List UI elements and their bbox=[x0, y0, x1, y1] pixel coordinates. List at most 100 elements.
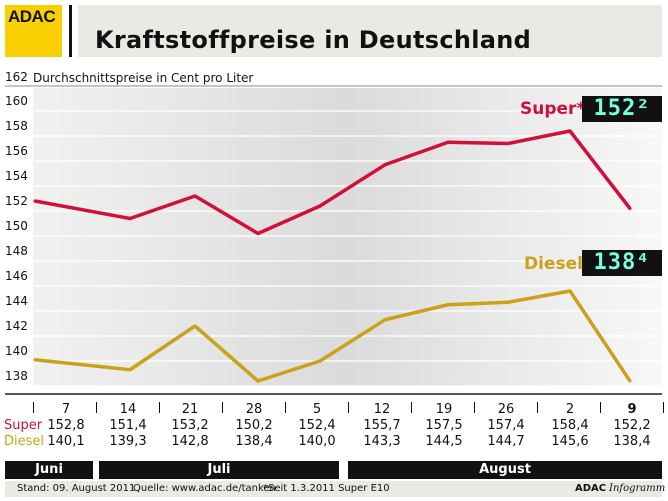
x-tick-label: 12 bbox=[373, 402, 391, 417]
super-point bbox=[193, 194, 197, 198]
x-tick-label: 2 bbox=[565, 402, 575, 417]
diesel-value-label: 143,3 bbox=[363, 434, 401, 449]
footer: Stand: 09. August 2011 Quelle: www.adac.… bbox=[5, 481, 666, 497]
super-value-label: 152,2 bbox=[613, 418, 651, 433]
y-axis-title: Durchschnittspreise in Cent pro Liter bbox=[33, 71, 254, 85]
super-price-display: 152² bbox=[582, 96, 662, 122]
column-tick bbox=[96, 402, 97, 413]
diesel-value-label: 138,4 bbox=[613, 434, 651, 449]
footer-brand: ADAC bbox=[575, 483, 607, 494]
diesel-point bbox=[193, 324, 197, 328]
column-tick bbox=[159, 402, 160, 413]
y-tick-label: 162 bbox=[5, 70, 28, 84]
y-tick-label: 158 bbox=[5, 119, 28, 133]
diesel-point bbox=[318, 359, 322, 363]
diesel-line bbox=[34, 289, 632, 383]
x-tick-label: 21 bbox=[181, 402, 199, 417]
x-tick-label: 28 bbox=[245, 402, 263, 417]
x-tick-label: 9 bbox=[627, 402, 637, 417]
diesel-point bbox=[568, 289, 572, 293]
header-band bbox=[78, 5, 662, 57]
super-value-label: 157,5 bbox=[425, 418, 463, 433]
y-tick-label: 140 bbox=[5, 344, 28, 358]
legend-diesel-label: Diesel bbox=[524, 254, 583, 274]
x-tick-label: 26 bbox=[497, 402, 515, 417]
footer-infogramm: Infogramm bbox=[609, 483, 666, 494]
month-juni: Juni bbox=[5, 461, 93, 479]
diesel-point bbox=[628, 379, 632, 383]
diesel-point bbox=[128, 368, 132, 372]
diesel-value-label: 142,8 bbox=[171, 434, 209, 449]
footer-stand: Stand: 09. August 2011 bbox=[17, 483, 136, 494]
chart: 138 140 142 144 146 148 150 152 154 156 158 160 162 bbox=[5, 70, 662, 395]
diesel-point bbox=[256, 379, 260, 383]
super-point bbox=[568, 129, 572, 133]
row-label-diesel: Diesel bbox=[4, 434, 45, 449]
footer-note: *Seit 1.3.2011 Super E10 bbox=[263, 483, 390, 494]
diesel-point bbox=[33, 358, 37, 362]
super-value-label: 150,2 bbox=[235, 418, 273, 433]
y-tick-label: 156 bbox=[5, 144, 28, 158]
diesel-value-label: 140,1 bbox=[47, 434, 85, 449]
column-tick bbox=[348, 402, 349, 413]
super-value-label: 158,4 bbox=[551, 418, 589, 433]
super-point bbox=[318, 204, 322, 208]
diesel-price-display: 138⁴ bbox=[582, 250, 662, 276]
row-label-super: Super bbox=[4, 418, 43, 433]
super-value-label: 157,4 bbox=[487, 418, 525, 433]
y-tick-label: 154 bbox=[5, 169, 28, 183]
diesel-value-label: 139,3 bbox=[109, 434, 147, 449]
y-tick-label: 148 bbox=[5, 244, 28, 258]
y-tick-label: 142 bbox=[5, 319, 28, 333]
column-tick bbox=[222, 402, 223, 413]
super-value-label: 155,7 bbox=[363, 418, 401, 433]
diesel-value-label: 144,5 bbox=[425, 434, 463, 449]
super-point bbox=[128, 217, 132, 220]
x-tick-label: 5 bbox=[312, 402, 322, 417]
diesel-value-label: 138,4 bbox=[235, 434, 273, 449]
footer-source: Quelle: www.adac.de/tanken bbox=[133, 483, 276, 494]
y-tick-label: 146 bbox=[5, 269, 28, 283]
legend-super: Super* bbox=[520, 99, 585, 119]
column-tick bbox=[537, 402, 538, 413]
x-tick-label: 7 bbox=[61, 402, 71, 417]
y-tick-label: 160 bbox=[5, 94, 28, 108]
diesel-value-label: 140,0 bbox=[298, 434, 336, 449]
x-tick-label: 19 bbox=[435, 402, 453, 417]
page-title: Kraftstoffpreise in Deutschland bbox=[95, 26, 532, 54]
super-point bbox=[628, 207, 632, 210]
column-tick bbox=[663, 402, 664, 413]
super-value-label: 153,2 bbox=[171, 418, 209, 433]
column-tick bbox=[600, 402, 601, 413]
adac-logo: ADAC bbox=[5, 5, 62, 57]
super-value-label: 151,4 bbox=[109, 418, 147, 433]
super-point bbox=[446, 140, 450, 144]
diesel-point bbox=[446, 303, 450, 307]
month-august: August bbox=[348, 461, 662, 479]
diesel-point bbox=[506, 300, 510, 304]
super-point bbox=[383, 163, 387, 167]
super-point bbox=[256, 232, 260, 235]
month-juli: Juli bbox=[99, 461, 339, 479]
super-value-label: 152,8 bbox=[47, 418, 85, 433]
column-tick bbox=[411, 402, 412, 413]
super-point bbox=[506, 142, 510, 145]
column-tick bbox=[33, 402, 34, 413]
super-value-label: 152,4 bbox=[298, 418, 336, 433]
legend-diesel: Diesel bbox=[524, 254, 583, 274]
header-divider bbox=[69, 5, 72, 57]
x-tick-label: 14 bbox=[119, 402, 137, 417]
y-tick-label: 150 bbox=[5, 219, 28, 233]
logo-text: ADAC bbox=[8, 7, 56, 26]
column-tick bbox=[285, 402, 286, 413]
super-line bbox=[34, 129, 632, 236]
super-point bbox=[33, 199, 37, 203]
y-tick-label: 138 bbox=[5, 369, 28, 383]
column-tick bbox=[474, 402, 475, 413]
legend-super-label: Super* bbox=[520, 99, 586, 119]
y-tick-label: 144 bbox=[5, 294, 28, 308]
diesel-value-label: 144,7 bbox=[487, 434, 525, 449]
y-tick-label: 152 bbox=[5, 194, 28, 208]
diesel-point bbox=[383, 318, 387, 322]
